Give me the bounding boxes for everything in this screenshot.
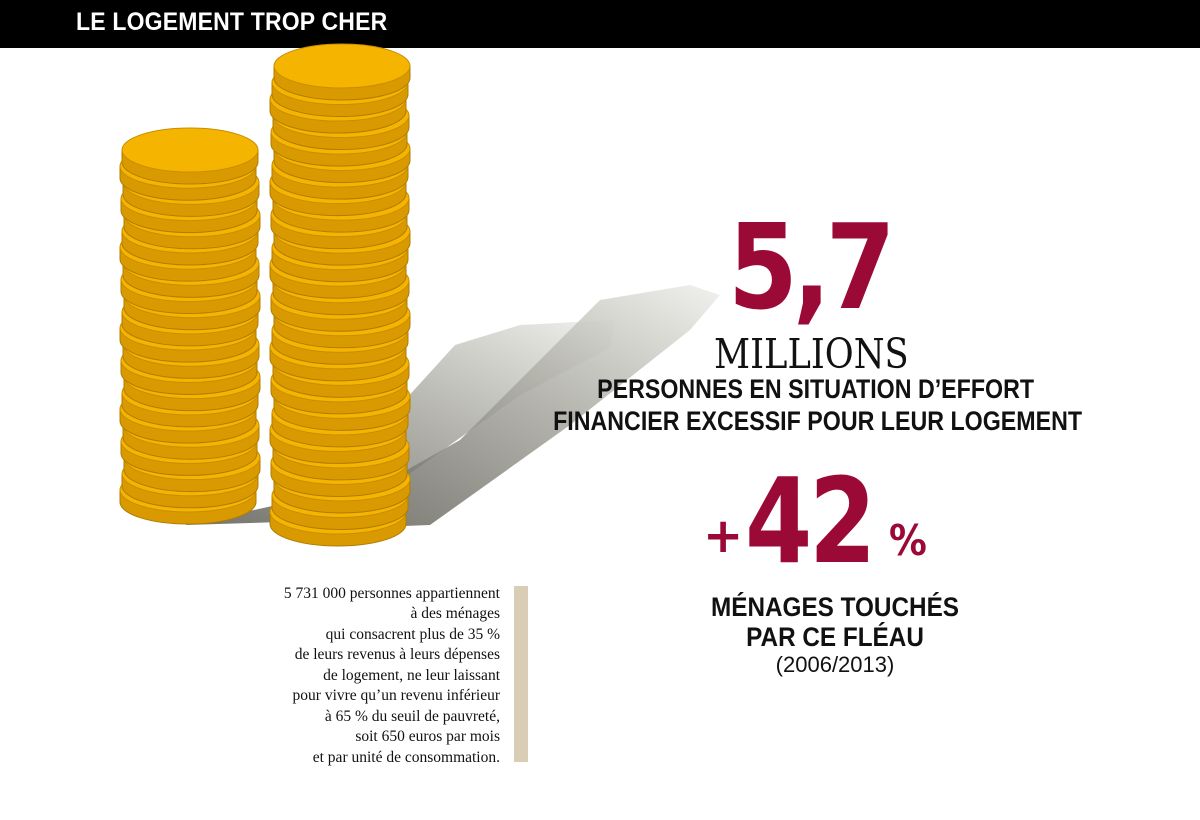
note-line: qui consacrent plus de 35 % — [325, 626, 500, 643]
coin-stack-right — [269, 43, 411, 547]
note-line: et par unité de consommation. — [312, 749, 500, 766]
note-line: pour vivre qu’un revenu inférieur — [292, 687, 500, 704]
coin-top — [121, 127, 259, 173]
note-line: de leurs revenus à leurs dépenses — [294, 646, 500, 663]
stat-millions-value: 5,7 — [728, 198, 895, 336]
stat-millions-caption-line-1: PERSONNES EN SITUATION D’EFFORT — [597, 374, 1034, 404]
coin-top — [273, 43, 411, 89]
stat-percent-plus: + — [703, 508, 744, 564]
page-title: LE LOGEMENT TROP CHER — [76, 8, 388, 36]
stat-percent-caption-line-1: MÉNAGES TOUCHÉS — [710, 592, 959, 622]
stat-percent-value: 42 — [745, 452, 876, 590]
header-bar: LE LOGEMENT TROP CHER — [0, 0, 1200, 48]
stat-percent-sign: % — [889, 516, 927, 565]
stat-percent-caption-line-2: PAR CE FLÉAU — [746, 622, 924, 652]
note-line: 5 731 000 personnes appartiennent — [283, 585, 500, 602]
note-line: soit 650 euros par mois — [355, 728, 500, 745]
stat-millions-unit: MILLIONS — [714, 330, 909, 378]
note-line: à des ménages — [410, 605, 500, 622]
stat-millions-caption-line-2: FINANCIER EXCESSIF POUR LEUR LOGEMENT — [553, 406, 1082, 436]
coin-stack-left — [119, 127, 261, 525]
shadow-shape — [300, 285, 720, 530]
note-line: de logement, ne leur laissant — [323, 667, 500, 684]
note-line: à 65 % du seuil de pauvreté, — [324, 708, 500, 725]
note-side-bar — [514, 586, 528, 762]
stat-percent-period: (2006/2013) — [775, 652, 895, 677]
